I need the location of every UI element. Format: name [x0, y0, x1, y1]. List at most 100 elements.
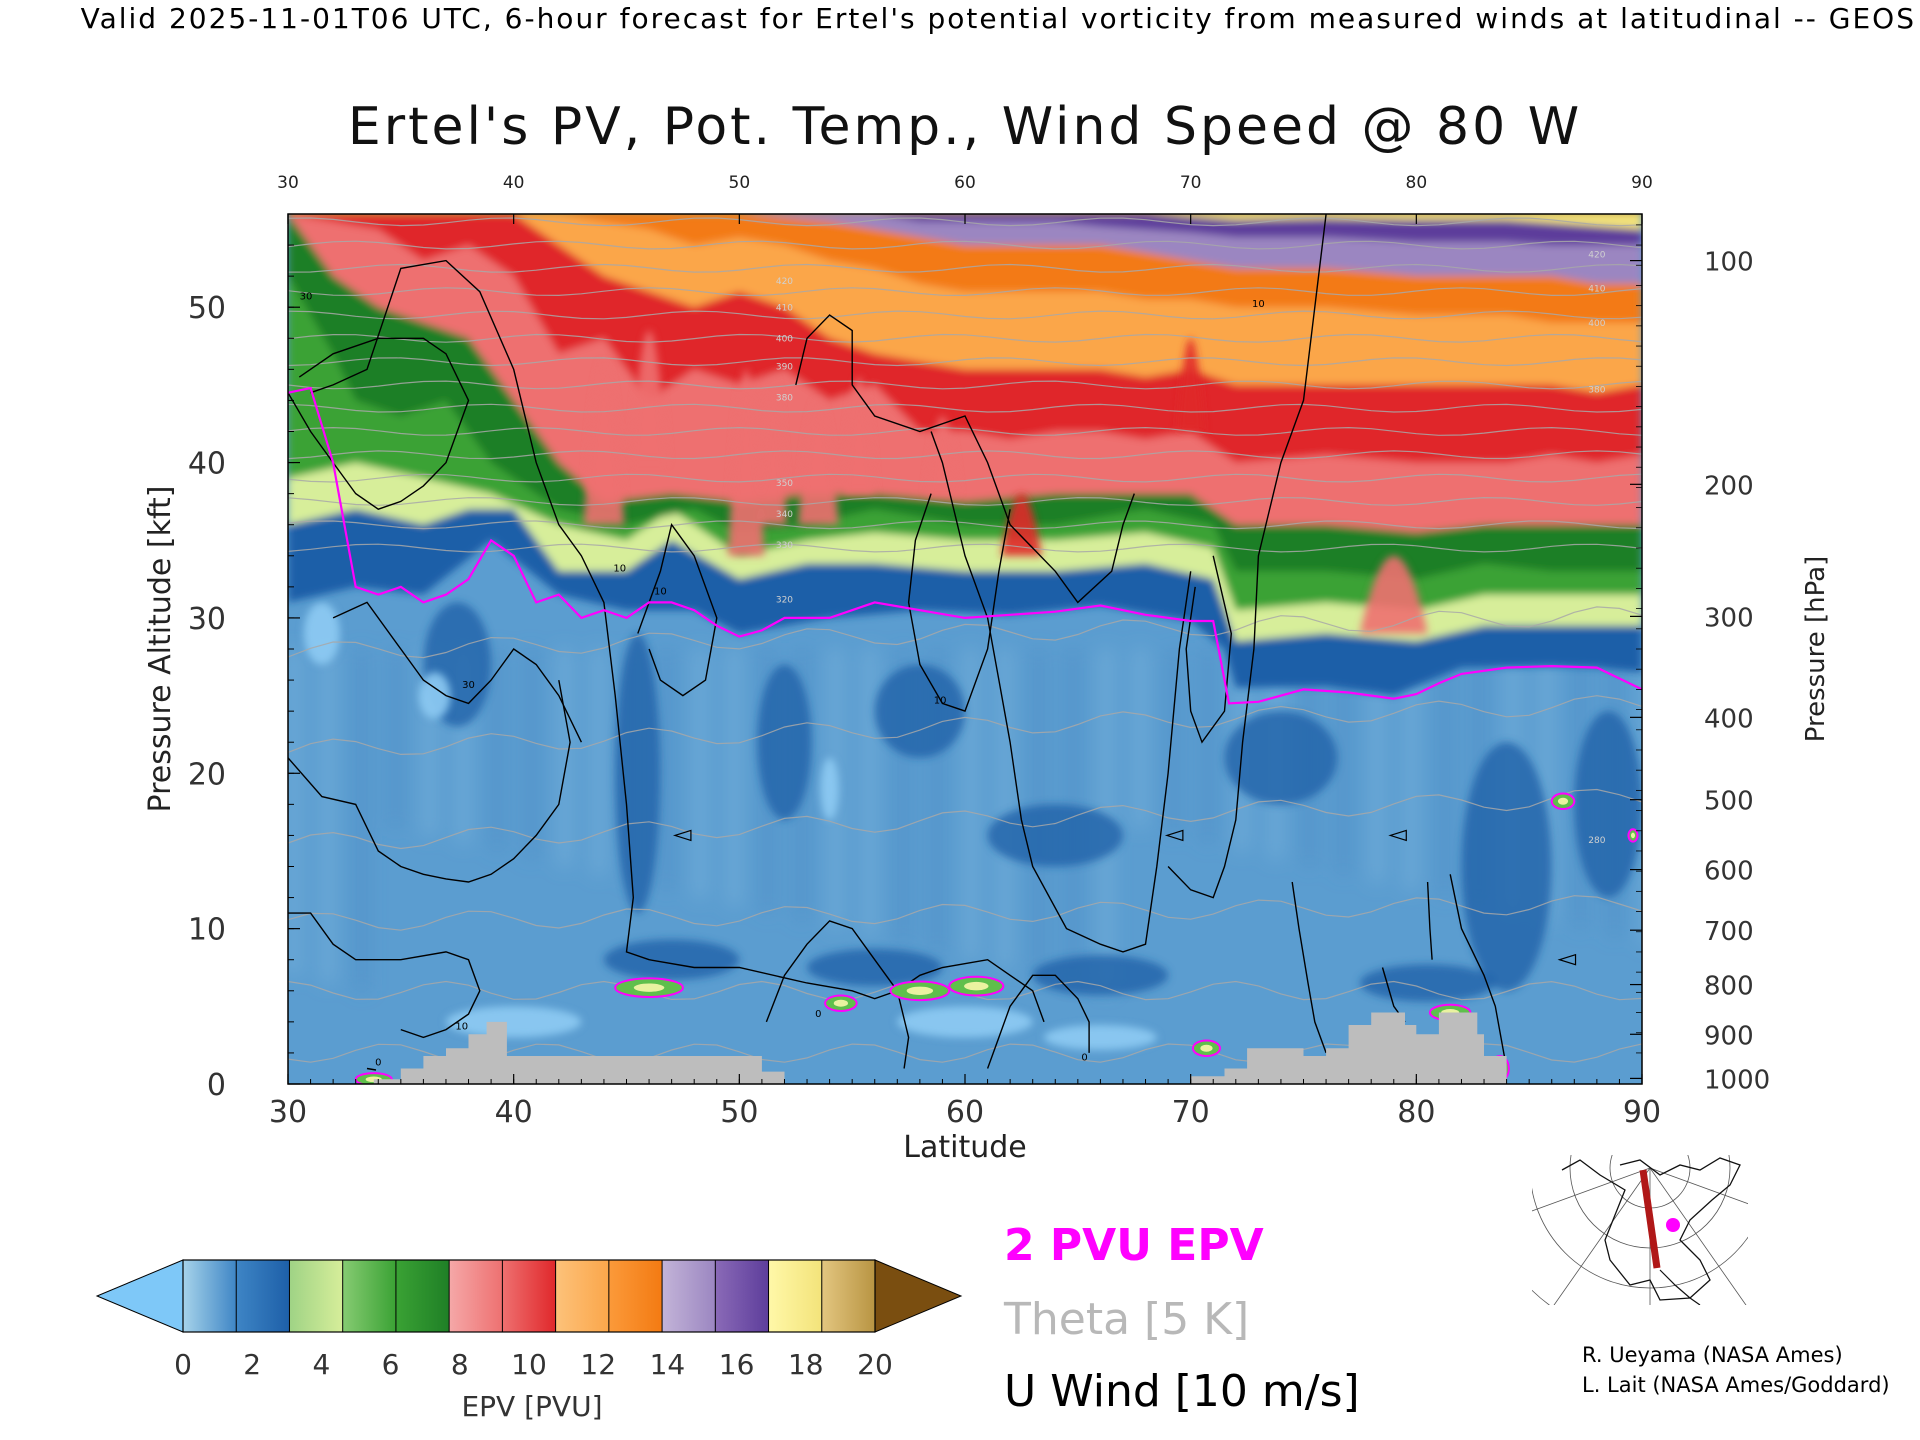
pv2-blob-core [964, 981, 989, 991]
colorbar-bin [449, 1260, 503, 1332]
u-wind-label: 10 [654, 587, 667, 598]
epv-texture-column [863, 649, 876, 937]
y-axis-label: Pressure Altitude [kft] [143, 486, 178, 813]
epv-ridge [1177, 338, 1205, 432]
y-tick-label: 10 [188, 913, 226, 948]
right-axis-label: Pressure [hPa] [1801, 556, 1831, 743]
epv-ridge [583, 361, 625, 525]
pressure-tick-label: 900 [1704, 1021, 1754, 1051]
u-wind-contour [288, 912, 481, 1039]
pressure-tick-label: 600 [1704, 857, 1754, 887]
epv-dark-patch [1574, 711, 1642, 898]
x-top-tick-label: 90 [1631, 173, 1653, 193]
u-wind-label: 0 [1081, 1053, 1087, 1064]
u-wind-closed-contour [1557, 953, 1577, 966]
pv2-blob-core [1200, 1044, 1213, 1052]
x-tick-label: 70 [1172, 1095, 1210, 1130]
valid-time-header: Valid 2025-11-01T06 UTC, 6-hour forecast… [80, 2, 1916, 35]
u-wind-contour [907, 493, 1011, 712]
theta-label: 390 [776, 362, 793, 372]
chart-title: Ertel's PV, Pot. Temp., Wind Speed @ 80 … [348, 97, 1582, 157]
u-wind-contour [930, 431, 1192, 953]
inset-map-body [1532, 1155, 1748, 1305]
u-wind-contour [1185, 555, 1233, 744]
epv-light-patch [897, 1006, 1033, 1038]
u-wind-contour [637, 523, 718, 697]
theta-label: 350 [776, 479, 793, 489]
y-tick-label: 40 [188, 447, 226, 482]
pressure-tick-label: 100 [1704, 248, 1754, 278]
epv-texture-column [389, 649, 402, 828]
theta-label: 420 [776, 277, 793, 287]
u-wind-label: 0 [815, 1009, 821, 1020]
epv-light-patches [303, 602, 1157, 1050]
colorbar-tick-label: 14 [650, 1348, 686, 1381]
epv-ridge [798, 400, 839, 525]
x-top-tick-label: 70 [1180, 173, 1202, 193]
epv-dark-patch [615, 633, 661, 914]
epv-texture-column [1134, 649, 1147, 828]
y-tick-label: 50 [188, 291, 226, 326]
theta-label: 410 [776, 303, 793, 313]
epv-texture-column [288, 649, 300, 976]
y-tick-label: 30 [188, 602, 226, 637]
credit-line-2: L. Lait (NASA Ames/Goddard) [1582, 1373, 1890, 1397]
theta-contour [288, 380, 1642, 390]
theta-label: 400 [1588, 319, 1605, 329]
colorbar-tick-label: 16 [719, 1348, 755, 1381]
coastline [1659, 1269, 1701, 1305]
epv-band [288, 214, 1642, 246]
u-wind-contour [765, 920, 910, 1069]
y-tick-label: 0 [207, 1068, 226, 1103]
theta-contour [288, 357, 1642, 367]
colorbar-bin [289, 1260, 344, 1332]
credit-line-1: R. Ueyama (NASA Ames) [1582, 1343, 1843, 1367]
colorbar-tick-label: 12 [580, 1348, 616, 1381]
u-wind-contour [288, 679, 571, 883]
pressure-tick-label: 1000 [1704, 1065, 1770, 1095]
pv2-blob-core [1630, 832, 1636, 839]
x-tick-label: 60 [946, 1095, 984, 1130]
colorbar-under-arrow [95, 1259, 184, 1333]
epv-light-patch [445, 1006, 582, 1038]
epv-texture-column [592, 649, 605, 875]
colorbar-bin [555, 1260, 610, 1332]
theta-contour [288, 287, 1642, 297]
colorbar-bin [715, 1260, 770, 1332]
epv-texture-column [1337, 649, 1350, 875]
pressure-tick-label: 700 [1704, 917, 1754, 947]
theta-label: 410 [1588, 285, 1605, 295]
theta-contour [288, 240, 1642, 250]
theta-label: 380 [776, 393, 793, 403]
theta-label: 280 [1588, 836, 1605, 846]
colorbar-label: EPV [PVU] [461, 1390, 602, 1423]
coastline [1561, 1157, 1741, 1301]
u-wind-contour [1291, 881, 1327, 1054]
theta-label: 340 [776, 510, 793, 520]
epv-texture-column [660, 649, 673, 890]
theta-contour [288, 788, 1642, 850]
x-top-tick-label: 60 [954, 173, 976, 193]
x-top-tick-label: 80 [1406, 173, 1428, 193]
colorbar-bin [183, 1260, 237, 1332]
epv-band [288, 206, 1642, 214]
cross-section-line [1639, 1169, 1661, 1269]
theta-contour [288, 520, 1642, 530]
pressure-tick-label: 800 [1704, 972, 1754, 1002]
epv-texture-column [355, 649, 368, 991]
legend-theta: Theta [5 K] [1003, 1294, 1249, 1345]
colorbar-bin [502, 1260, 557, 1332]
theta-contour [288, 310, 1642, 320]
globe-map-icon [1532, 1155, 1748, 1305]
colorbar-bin [662, 1260, 716, 1332]
epv-light-patch [303, 602, 340, 665]
meridian-line [1649, 1167, 1748, 1205]
y-tick-label: 20 [188, 757, 226, 792]
legend-pv2: 2 PVU EPV [1004, 1220, 1264, 1271]
theta-contour [288, 496, 1642, 506]
epv-light-patch [820, 757, 839, 820]
theta-label: 420 [1588, 251, 1605, 261]
colorbar-bin [768, 1260, 823, 1332]
x-top-tick-label: 30 [277, 173, 299, 193]
